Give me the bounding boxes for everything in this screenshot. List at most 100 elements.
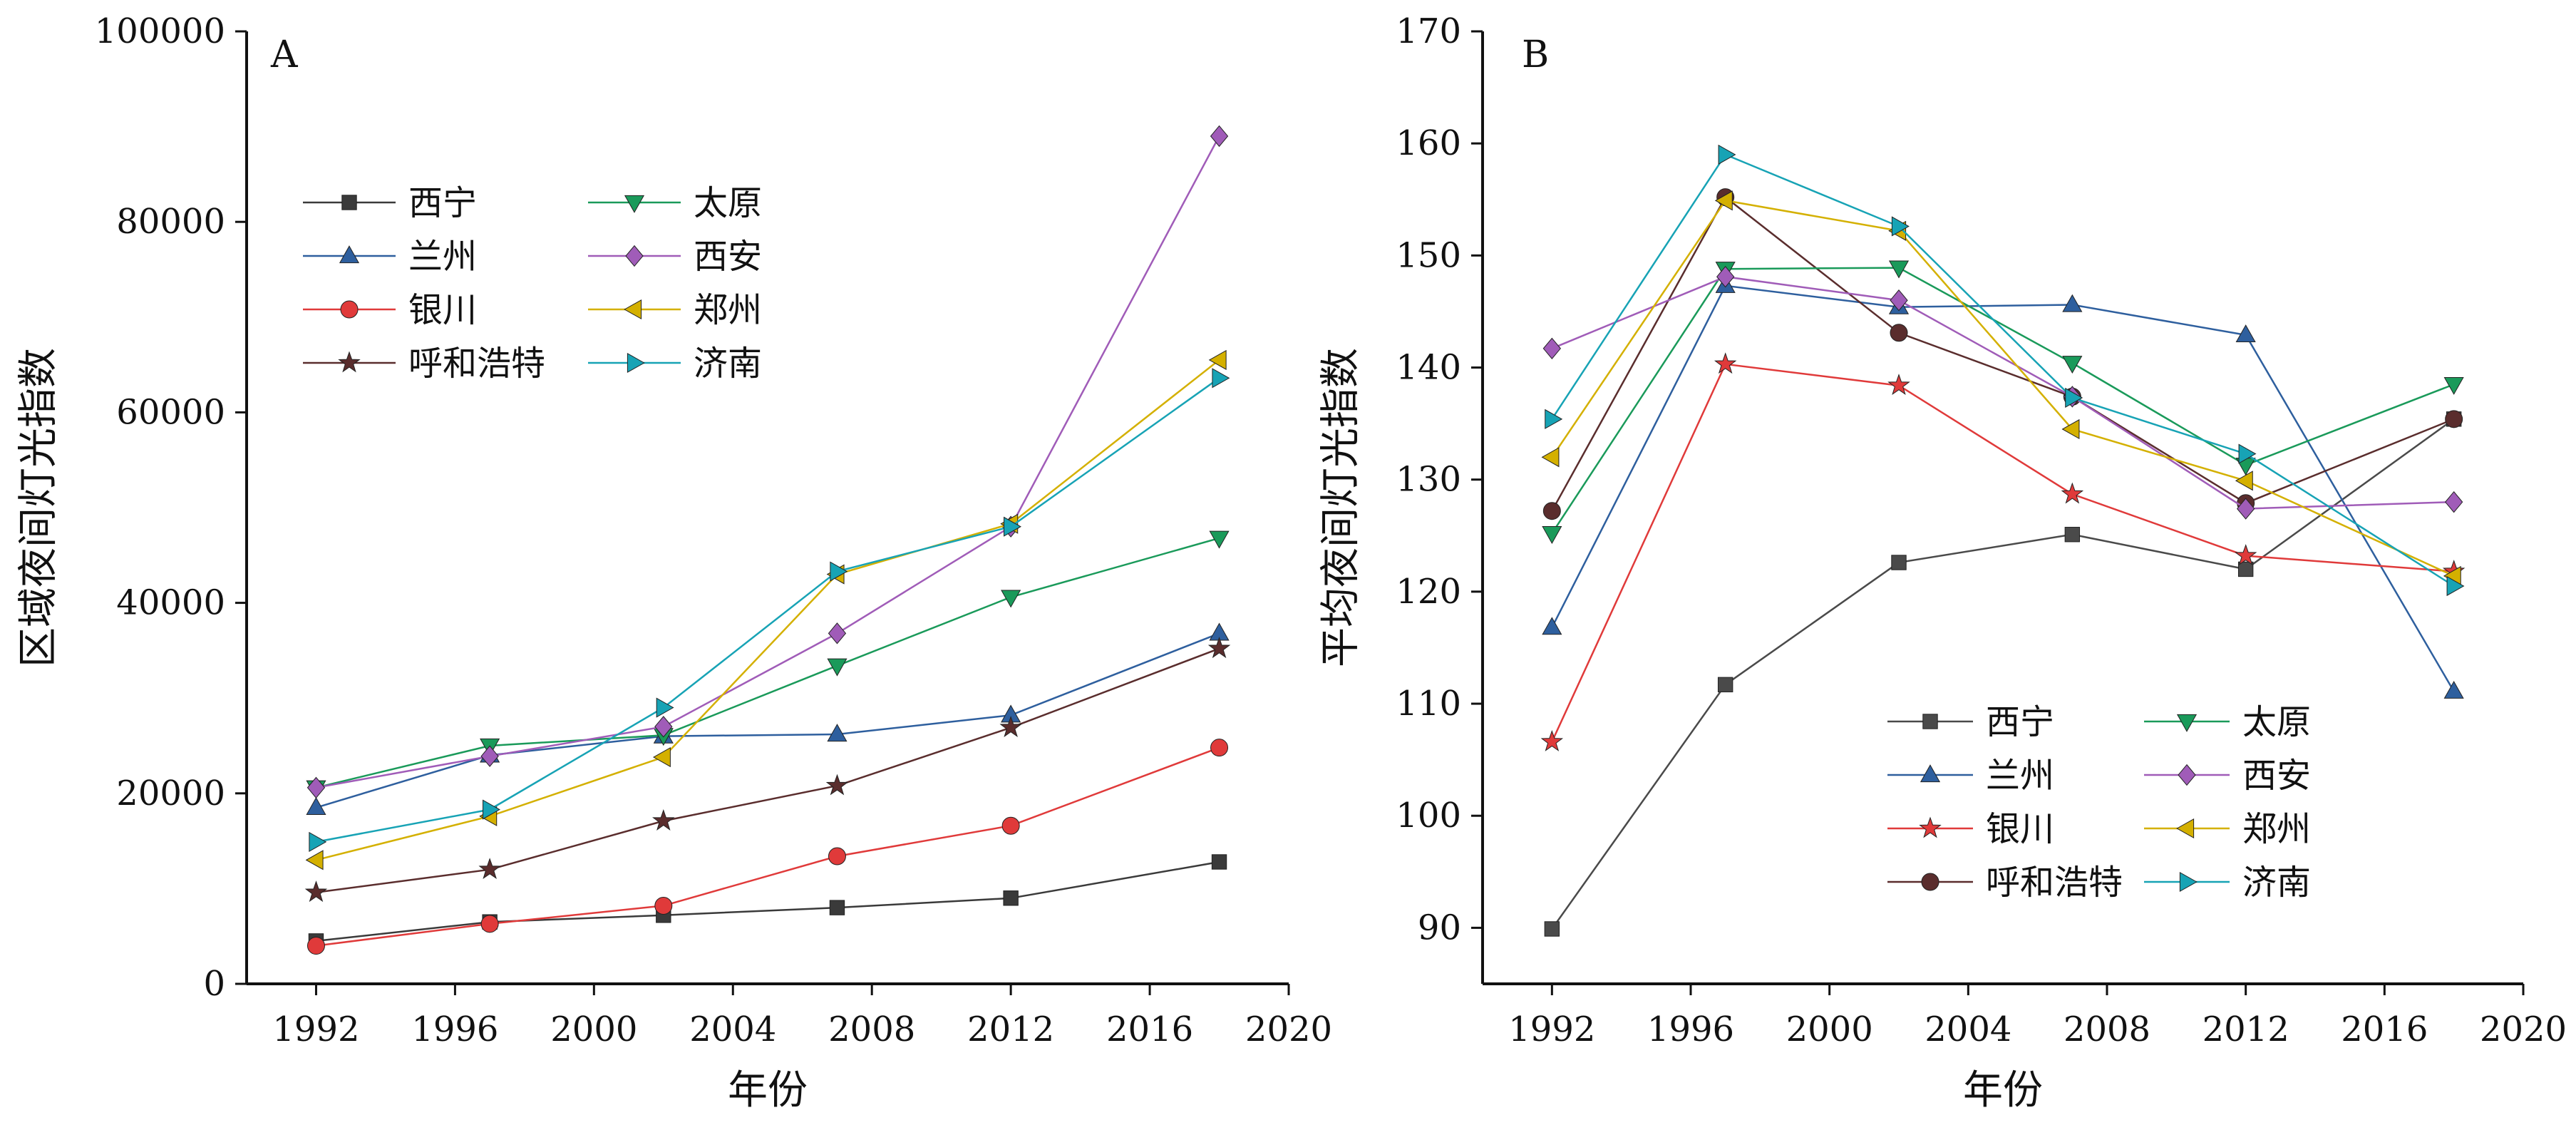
data-point xyxy=(652,746,671,768)
series-line xyxy=(1551,199,2455,577)
series-line xyxy=(316,537,1220,789)
data-point xyxy=(2238,443,2257,464)
x-tick-label: 1996 xyxy=(411,1010,498,1049)
y-tick-label: 40000 xyxy=(116,583,225,623)
legend-label: 太原 xyxy=(694,183,762,223)
data-point xyxy=(1001,816,1020,835)
chart-panel-b: 1992 1996 2000 2004 2008 2012 2016 2020 90 100 110… xyxy=(1318,11,2567,1114)
legend-label: 银川 xyxy=(1986,809,2054,849)
y-tick-label: 160 xyxy=(1396,123,1461,163)
legend-item: 西安 xyxy=(2144,756,2311,796)
series-兰州 xyxy=(1542,274,2464,699)
legend-item: 呼和浩特 xyxy=(303,344,545,384)
series-西安 xyxy=(1542,266,2463,520)
series-line xyxy=(1551,275,2454,510)
x-tick-label: 2012 xyxy=(2203,1010,2289,1049)
data-point xyxy=(652,808,675,831)
legend-label: 银川 xyxy=(408,290,477,330)
data-point xyxy=(309,831,327,852)
data-point xyxy=(829,900,845,915)
data-point xyxy=(1717,677,1733,693)
data-point xyxy=(1714,190,1733,211)
series-郑州 xyxy=(305,349,1227,870)
series-西安 xyxy=(306,125,1229,798)
legend-label: 西安 xyxy=(2242,756,2311,796)
legend-item: 呼和浩特 xyxy=(1887,863,2123,903)
legend-marker xyxy=(340,300,359,319)
x-tick-label: 2004 xyxy=(689,1010,776,1049)
y-tick-label: 150 xyxy=(1396,235,1461,275)
data-point xyxy=(480,745,499,767)
data-point xyxy=(2237,498,2255,520)
series-line xyxy=(316,135,1220,789)
legend-label: 兰州 xyxy=(408,237,477,277)
series-line xyxy=(1551,195,2455,512)
data-point xyxy=(1541,447,1560,468)
x-tick-label: 1992 xyxy=(1508,1010,1595,1049)
legend-label: 西宁 xyxy=(408,183,477,223)
data-point xyxy=(656,697,674,718)
legend-marker xyxy=(2179,871,2198,893)
legend-marker xyxy=(2176,714,2198,732)
panel-letter: A xyxy=(270,34,299,76)
series-兰州 xyxy=(306,622,1230,815)
data-point xyxy=(305,850,324,870)
data-point xyxy=(2235,324,2256,343)
legend-item: 济南 xyxy=(2144,863,2311,903)
data-point xyxy=(1210,125,1229,148)
data-point xyxy=(483,799,500,820)
data-point xyxy=(1001,590,1021,608)
x-tick-label: 2016 xyxy=(1106,1010,1193,1049)
legend-item: 郑州 xyxy=(2144,809,2311,849)
series-太原 xyxy=(306,530,1230,798)
y-tick-label: 20000 xyxy=(116,774,225,813)
series-line xyxy=(1551,153,2455,587)
data-point xyxy=(1891,555,1907,570)
series-西宁 xyxy=(1544,411,2462,937)
data-point xyxy=(1890,289,1908,312)
chart-panel-a: 1992 1996 2000 2004 2008 2012 2016 2020 0 20000 40… xyxy=(16,11,1333,1114)
series-银川 xyxy=(1540,352,2466,751)
data-point xyxy=(1542,526,1562,544)
y-tick-label: 60000 xyxy=(116,392,225,432)
x-tick-label: 2008 xyxy=(2064,1010,2150,1049)
legend-item: 西安 xyxy=(588,237,762,277)
data-point xyxy=(2443,680,2464,699)
data-point xyxy=(1718,144,1736,165)
series-line xyxy=(1551,363,2454,743)
series-line xyxy=(1551,284,2455,692)
y-axis-label: 区域夜间灯光指数 xyxy=(16,348,62,667)
legend-item: 兰州 xyxy=(303,237,477,277)
y-tick-label: 140 xyxy=(1396,348,1461,388)
legend-marker xyxy=(1922,714,1938,729)
legend-marker xyxy=(1919,816,1942,838)
series-line xyxy=(316,359,1220,861)
series-呼和浩特 xyxy=(304,637,1231,903)
data-point xyxy=(2062,356,2083,374)
data-point xyxy=(2445,490,2463,513)
series-西宁 xyxy=(308,854,1227,949)
series-济南 xyxy=(1545,144,2465,597)
data-point xyxy=(2065,387,2083,409)
legend-marker xyxy=(341,195,357,210)
data-point xyxy=(999,716,1022,738)
data-point xyxy=(1714,352,1737,374)
legend-marker xyxy=(625,245,644,267)
legend-item: 西宁 xyxy=(303,183,477,223)
data-point xyxy=(2061,482,2084,504)
legend-label: 呼和浩特 xyxy=(408,344,545,384)
data-point xyxy=(654,716,673,738)
data-point xyxy=(2445,410,2463,428)
legend-marker xyxy=(338,351,361,373)
series-太原 xyxy=(1542,260,2464,544)
data-point xyxy=(654,896,673,915)
x-tick-label: 2004 xyxy=(1925,1010,2011,1049)
legend-marker xyxy=(1921,873,1939,891)
legend-label: 济南 xyxy=(2242,863,2311,903)
data-point xyxy=(1003,890,1019,906)
legend-item: 兰州 xyxy=(1887,756,2054,796)
legend-label: 郑州 xyxy=(2242,809,2311,849)
legend-marker xyxy=(2176,818,2195,839)
data-point xyxy=(1887,374,1910,396)
